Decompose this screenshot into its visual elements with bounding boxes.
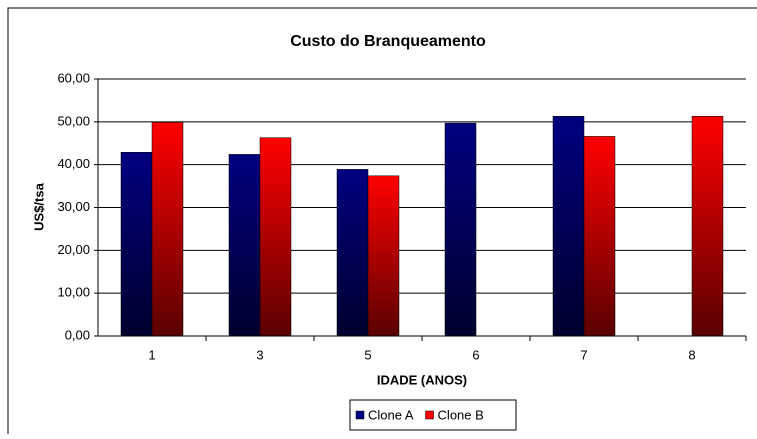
bar (691, 116, 724, 337)
y-tick-label: 30,00 (57, 199, 90, 214)
y-tick-label: 20,00 (57, 242, 90, 257)
bar (120, 151, 153, 337)
bar (228, 154, 261, 337)
x-tick-label: 3 (256, 347, 263, 362)
bar (583, 136, 616, 337)
chart-title: Custo do Branqueamento (290, 33, 486, 50)
bar (151, 122, 184, 337)
y-axis-title: US$/tsa (31, 182, 46, 230)
legend-swatch (355, 410, 365, 420)
y-tick-label: 40,00 (57, 156, 90, 171)
legend-label: Clone A (368, 407, 414, 422)
x-tick-label: 5 (364, 347, 371, 362)
bar (259, 137, 292, 337)
y-tick-label: 10,00 (57, 285, 90, 300)
legend-label: Clone B (438, 407, 484, 422)
legend-swatch (425, 410, 434, 420)
y-tick-label: 60,00 (57, 70, 90, 85)
y-tick-label: 0,00 (65, 327, 90, 342)
x-tick-label: 6 (472, 347, 479, 362)
y-tick-label: 50,00 (57, 113, 90, 128)
x-tick-label: 8 (688, 347, 695, 362)
x-axis-title: IDADE (ANOS) (377, 372, 467, 387)
bar (336, 169, 369, 337)
x-tick-label: 7 (580, 347, 587, 362)
bar (552, 116, 585, 337)
bar (367, 175, 400, 337)
x-tick-label: 1 (148, 347, 155, 362)
bar (444, 122, 477, 337)
